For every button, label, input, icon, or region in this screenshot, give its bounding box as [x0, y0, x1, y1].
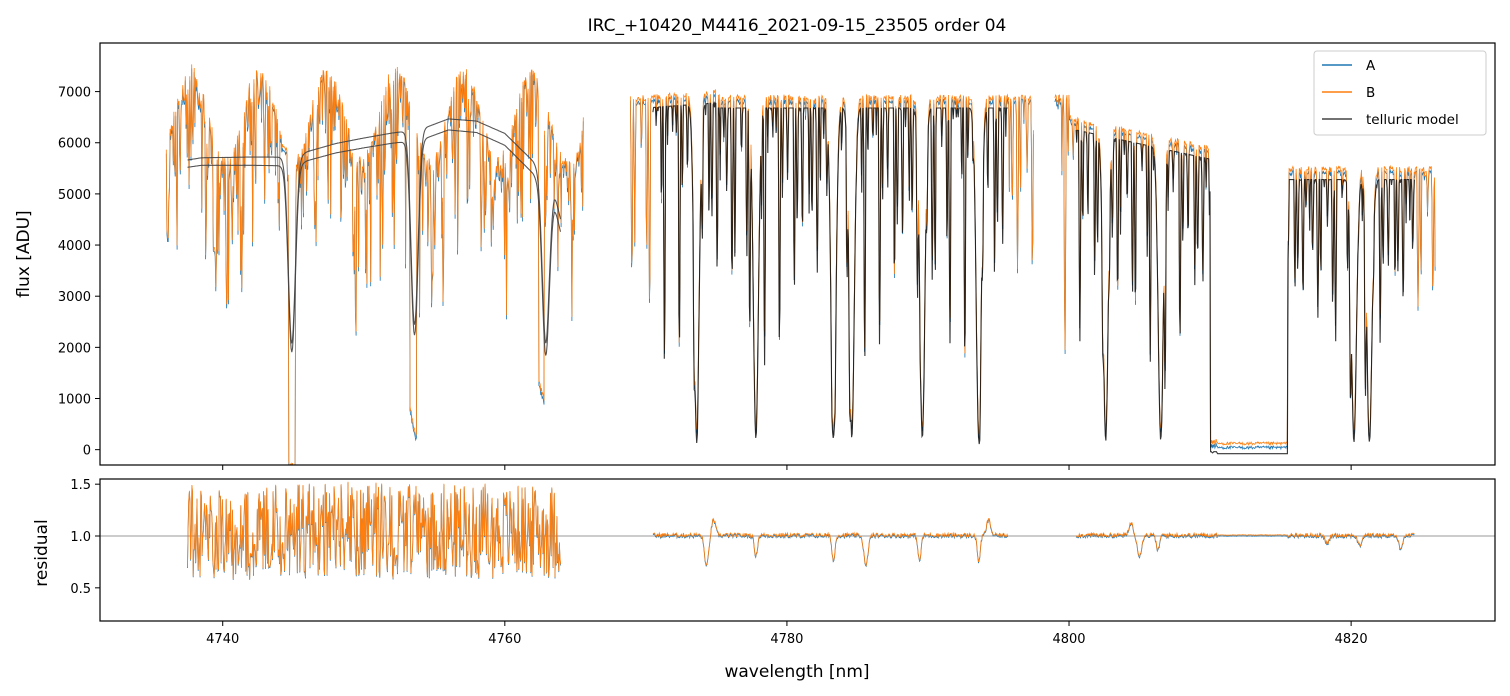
- top-panel: 0 1000 2000 3000 4000 5000 6000 7000 flux [ADU]…: [14, 42, 1496, 470]
- residual-b-line: [187, 481, 1415, 579]
- y-tick-label: 0: [83, 444, 91, 459]
- residual-a-line: [187, 482, 1415, 580]
- bottom-y-axis: 0.5 1.0 1.5: [70, 478, 100, 597]
- legend-label-b: B: [1366, 85, 1375, 101]
- y-tick-label: 5000: [58, 188, 91, 203]
- x-tick-label: 4780: [770, 632, 803, 647]
- legend: A B telluric model: [1313, 50, 1487, 136]
- top-y-axis: 0 1000 2000 3000 4000 5000 6000 7000: [58, 86, 100, 459]
- y-tick-label: 0.5: [70, 582, 91, 597]
- x-axis-label: wavelength [nm]: [724, 662, 869, 682]
- top-axes-frame: [99, 42, 1496, 466]
- telluric-model-line-b: [187, 118, 562, 344]
- legend-box: [1313, 50, 1487, 136]
- telluric-model-line-clean: [652, 100, 1415, 455]
- y-tick-label: 4000: [58, 239, 91, 254]
- y-tick-label: 2000: [58, 341, 91, 356]
- bottom-x-axis: 4740 4760 4780 4800 4820: [206, 621, 1368, 647]
- y-tick-label: 1.0: [70, 530, 91, 545]
- y-tick-label: 6000: [58, 137, 91, 152]
- chart-title: IRC_+10420_M4416_2021-09-15_23505 order …: [588, 16, 1007, 36]
- bottom-panel: 0.51.01.5 4740 4760 4780 4800 4820 residual …: [32, 478, 1496, 682]
- y-tick-label: 1000: [58, 393, 91, 408]
- y-tick-label: 3000: [58, 290, 91, 305]
- bottom-plot-area: [100, 481, 1495, 580]
- bottom-axes-frame: [99, 478, 1496, 622]
- x-tick-label: 4760: [488, 632, 521, 647]
- y-tick-label: 1.5: [70, 478, 91, 493]
- bottom-y-axis-label: residual: [32, 519, 52, 586]
- y-tick-label: 7000: [58, 86, 91, 101]
- telluric-model-line-a: [187, 129, 562, 356]
- top-y-axis-label: flux [ADU]: [14, 210, 34, 297]
- top-plot-area: [165, 64, 1436, 465]
- x-tick-label: 4800: [1052, 632, 1085, 647]
- top-x-axis: [222, 465, 1352, 470]
- legend-label-model: telluric model: [1366, 112, 1459, 128]
- x-tick-label: 4740: [206, 632, 239, 647]
- x-tick-label: 4820: [1335, 632, 1368, 647]
- legend-label-a: A: [1366, 58, 1376, 74]
